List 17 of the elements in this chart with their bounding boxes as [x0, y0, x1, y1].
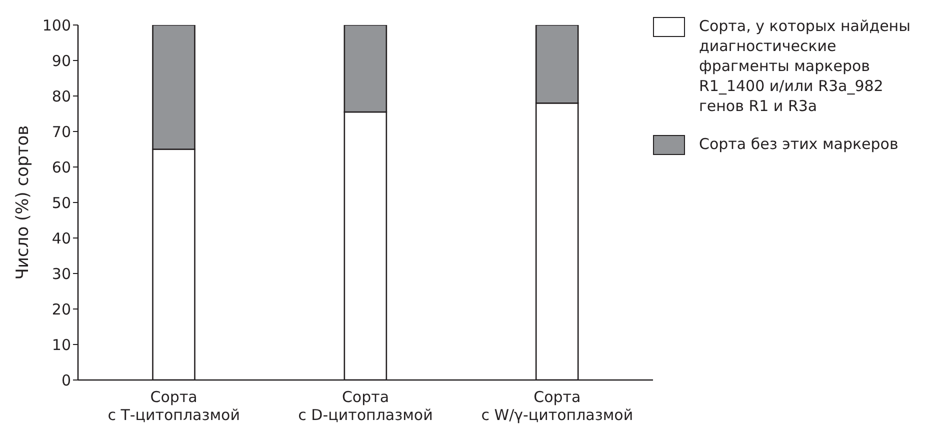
- y-tick-label: 50: [52, 194, 71, 212]
- legend-label: Сорта, у которых найдены диагностические фрагменты маркеров R1_1400 и/или R3a_982 генов R1 и R3a: [699, 16, 912, 116]
- y-axis-title: Число (%) сортов: [13, 125, 34, 280]
- y-tick-label: 100: [42, 16, 71, 34]
- y-tick-label: 40: [52, 229, 71, 248]
- y-tick-label: 80: [52, 87, 71, 106]
- y-tick-label: 20: [52, 300, 71, 318]
- y-tick-label: 90: [52, 52, 71, 70]
- y-tick-label: 0: [61, 371, 71, 390]
- legend-label: Сорта без этих маркеров: [699, 134, 898, 154]
- y-tick-label: 60: [52, 158, 71, 176]
- x-tick-label: Сорта с Т-цитоплазмой: [108, 388, 240, 424]
- x-tick-label: Сорта с D-цитоплазмой: [298, 388, 433, 424]
- y-tick-label: 70: [52, 122, 71, 141]
- y-tick-label: 10: [52, 336, 71, 354]
- y-tick-label: 30: [52, 264, 71, 283]
- x-tick-label: Сорта с W/γ-цитоплазмой: [481, 388, 634, 424]
